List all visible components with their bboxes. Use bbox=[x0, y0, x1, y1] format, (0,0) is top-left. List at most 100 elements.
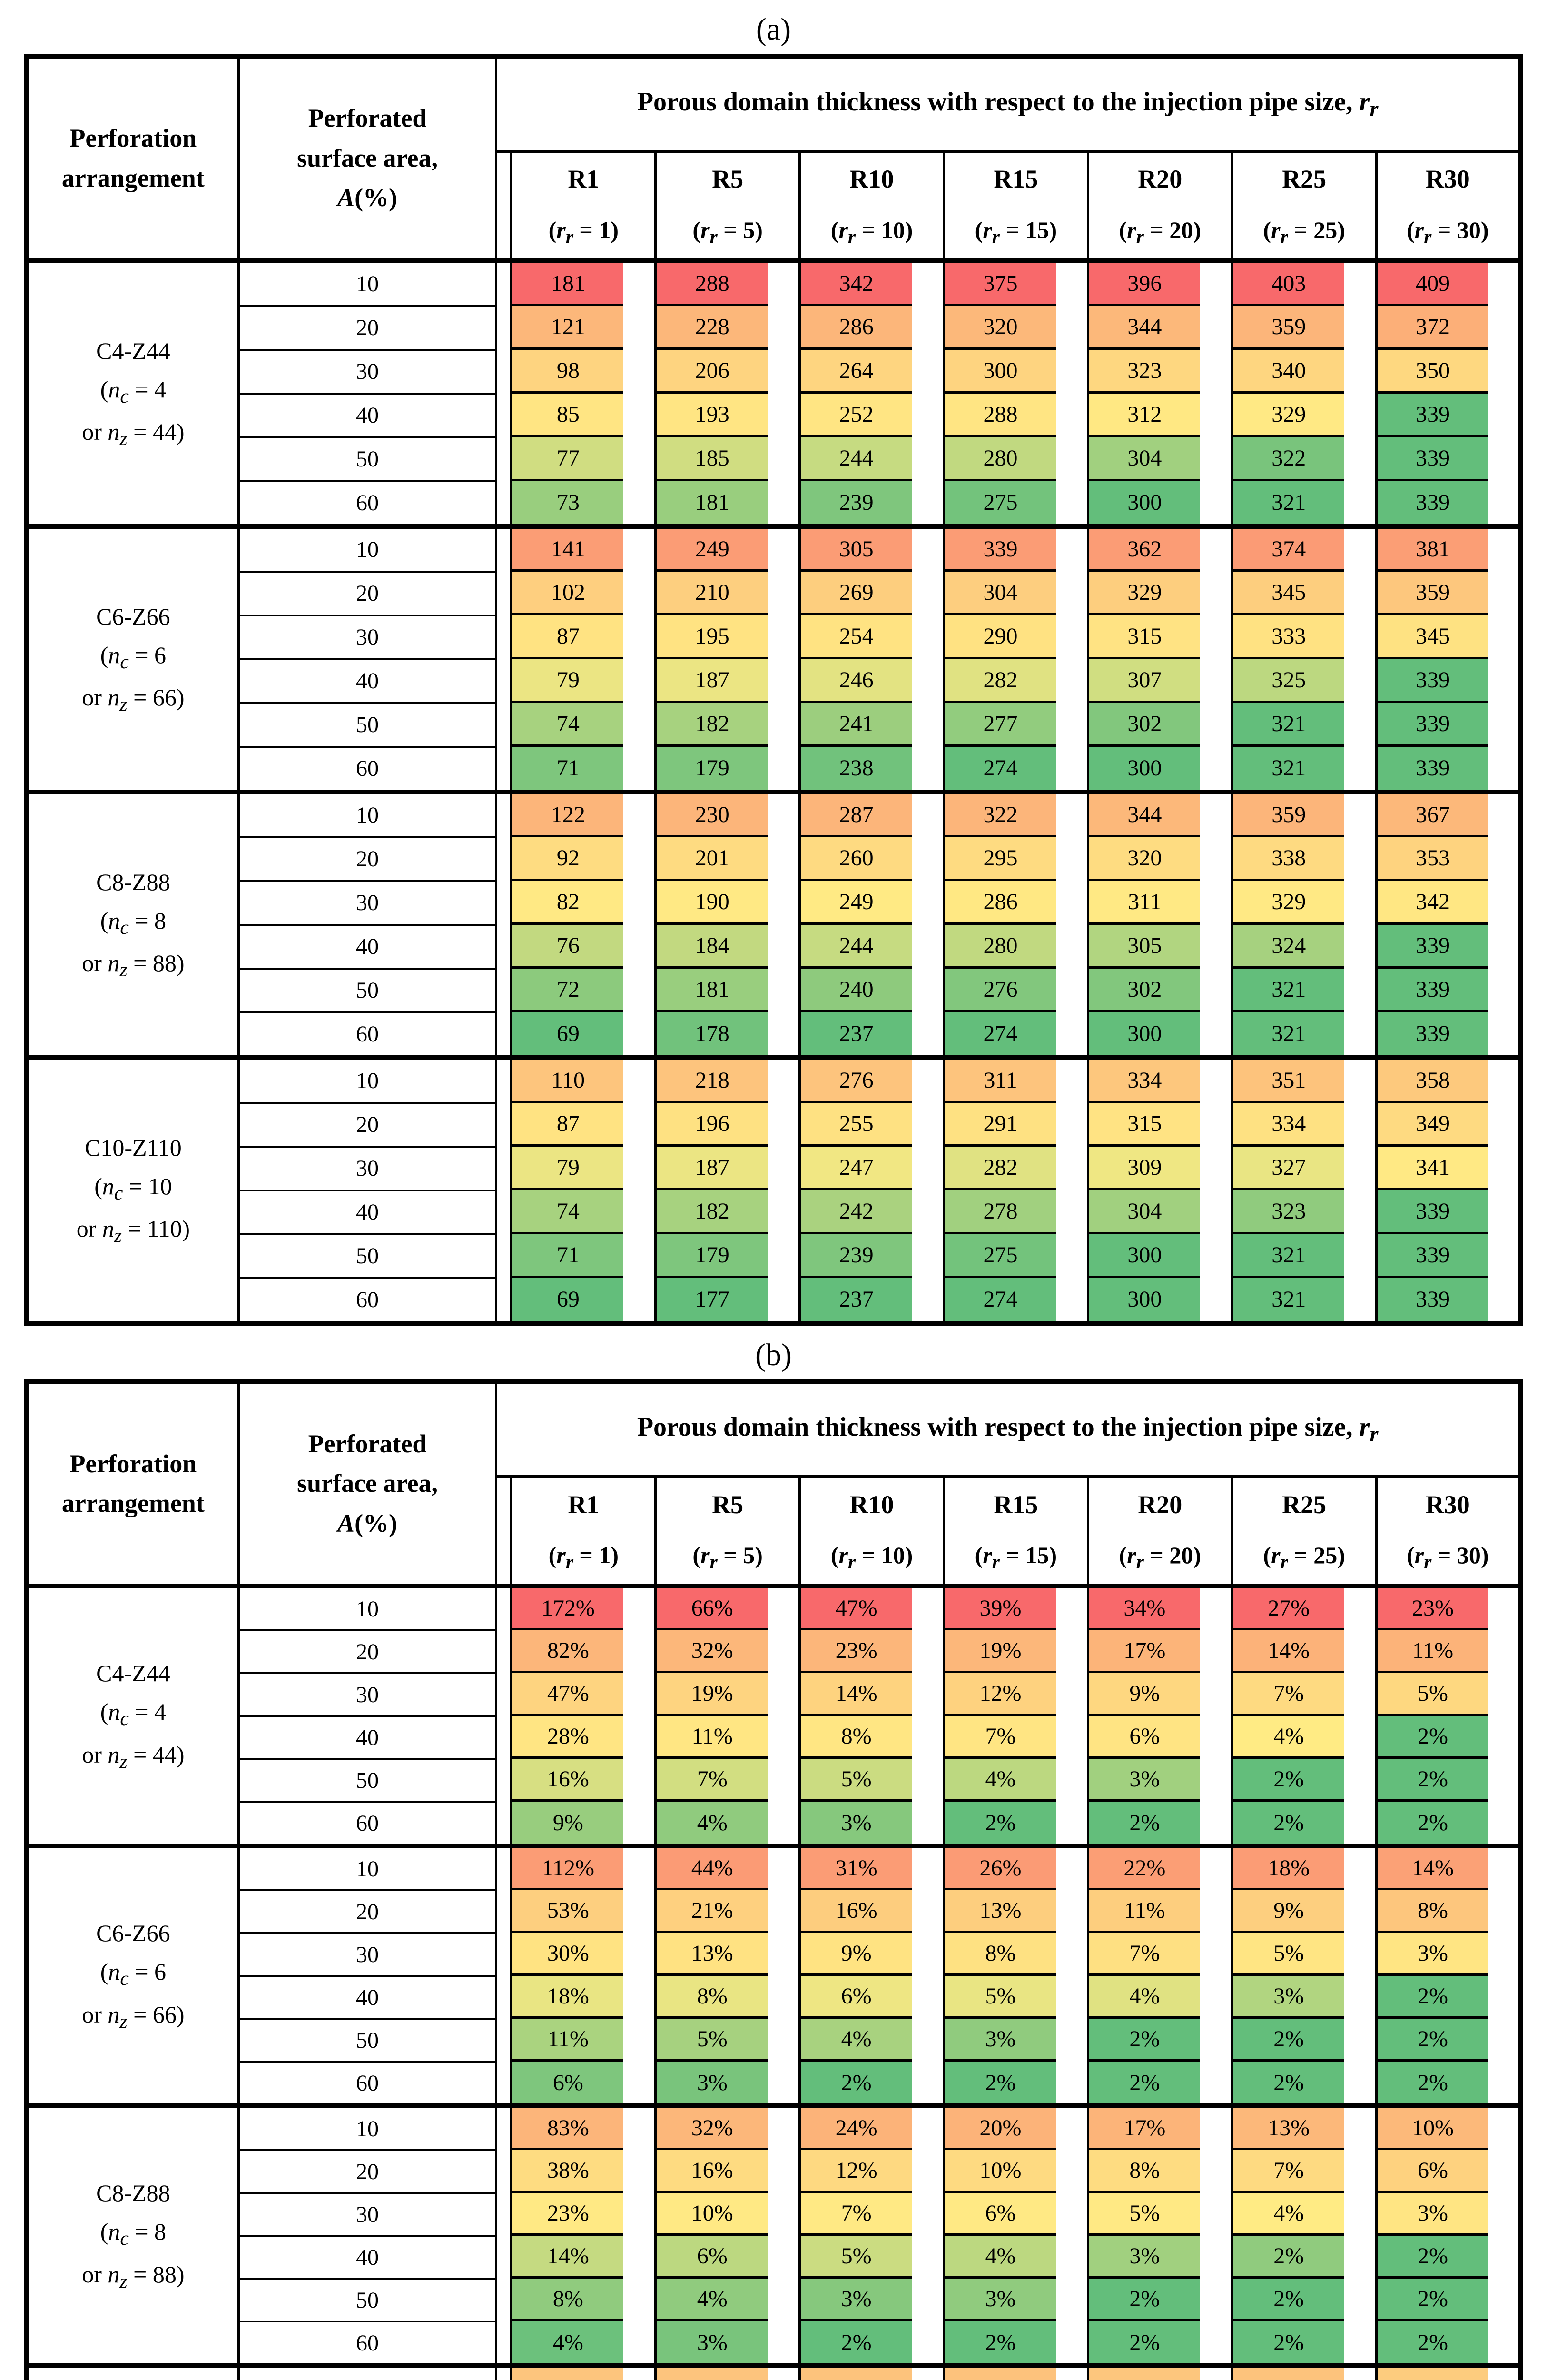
heat-cell: 2% bbox=[945, 1802, 1056, 1844]
value-cell: 339 bbox=[1375, 703, 1520, 747]
heat-cell: 7% bbox=[1233, 2150, 1344, 2193]
area-cell: 40 bbox=[238, 1716, 498, 1760]
header-col-r1: R1 (rr = 1) bbox=[510, 1477, 656, 1589]
column-spacer bbox=[496, 481, 512, 526]
column-spacer bbox=[496, 306, 512, 350]
heat-cell: 305 bbox=[801, 528, 912, 572]
heat-cell: 333 bbox=[1233, 615, 1344, 659]
heat-cell: 14% bbox=[1377, 1848, 1488, 1891]
heat-cell: 290 bbox=[945, 615, 1056, 659]
value-cell: 304 bbox=[942, 571, 1088, 615]
value-cell: 2% bbox=[1375, 2236, 1520, 2279]
heat-cell: 92 bbox=[512, 837, 624, 881]
heat-cell: 13% bbox=[945, 1890, 1056, 1934]
value-cell: 249 bbox=[798, 881, 944, 925]
header-col-r20: R20 (rr = 20) bbox=[1086, 151, 1232, 263]
heat-cell: 276 bbox=[801, 1060, 912, 1103]
value-cell: 288 bbox=[654, 260, 800, 306]
heat-cell: 38% bbox=[512, 2150, 624, 2193]
heat-cell: 18% bbox=[1233, 1848, 1344, 1891]
value-cell: 339 bbox=[1375, 746, 1520, 792]
value-cell: 239 bbox=[798, 481, 944, 526]
heat-cell: 11% bbox=[1089, 1890, 1200, 1934]
heat-cell: 8% bbox=[512, 2279, 624, 2322]
value-cell: 321 bbox=[1231, 968, 1377, 1012]
heat-cell: 409 bbox=[1377, 263, 1488, 306]
value-cell: 321 bbox=[1231, 703, 1377, 747]
heat-cell: 276 bbox=[945, 968, 1056, 1012]
heat-cell: 47% bbox=[801, 1588, 912, 1631]
heat-cell: 181 bbox=[657, 481, 768, 524]
area-cell: 30 bbox=[238, 349, 498, 395]
heat-cell: 39% bbox=[945, 1588, 1056, 1631]
value-cell: 228 bbox=[654, 306, 800, 350]
heat-cell: 403 bbox=[1233, 263, 1344, 306]
value-cell: 359 bbox=[1231, 789, 1377, 837]
heat-cell: 2% bbox=[801, 2321, 912, 2364]
value-cell: 31% bbox=[798, 1844, 944, 1891]
value-cell: 324 bbox=[1231, 924, 1377, 969]
heat-cell: 53% bbox=[512, 1890, 624, 1934]
value-cell: 249 bbox=[654, 524, 800, 572]
panel-b-label: (b) bbox=[755, 1337, 792, 1372]
value-cell: 13% bbox=[942, 1890, 1088, 1934]
value-cell: 71 bbox=[510, 1234, 656, 1278]
value-cell: 321 bbox=[1231, 1012, 1377, 1058]
value-cell: 13% bbox=[1231, 2103, 1377, 2151]
heat-cell: 278 bbox=[945, 1190, 1056, 1234]
heat-cell: 47% bbox=[512, 1673, 624, 1716]
heat-cell: 315 bbox=[1089, 615, 1200, 659]
header-porous-domain-thickness: Porous domain thickness with respect to … bbox=[496, 56, 1520, 153]
heat-cell: 4% bbox=[945, 1759, 1056, 1802]
area-cell: 50 bbox=[238, 1234, 498, 1279]
heat-cell: 4% bbox=[801, 2019, 912, 2062]
value-cell: 26% bbox=[654, 2363, 800, 2380]
value-cell: 3% bbox=[798, 2279, 944, 2322]
value-cell: 254 bbox=[798, 615, 944, 659]
area-cell: 40 bbox=[238, 1976, 498, 2020]
value-cell: 2% bbox=[1375, 1759, 1520, 1802]
heat-cell: 30% bbox=[512, 1933, 624, 1976]
column-spacer bbox=[496, 1012, 512, 1058]
column-spacer bbox=[496, 2279, 512, 2322]
column-spacer bbox=[496, 659, 512, 703]
value-cell: 329 bbox=[1231, 393, 1377, 437]
area-cell: 30 bbox=[238, 1146, 498, 1191]
heat-cell: 85 bbox=[512, 393, 624, 437]
value-cell: 300 bbox=[1086, 1234, 1232, 1278]
area-cell: 10 bbox=[238, 789, 498, 838]
value-cell: 339 bbox=[1375, 437, 1520, 481]
value-cell: 3% bbox=[798, 1802, 944, 1846]
heat-cell: 302 bbox=[1089, 703, 1200, 747]
heat-cell: 69 bbox=[512, 1012, 624, 1055]
heat-cell: 345 bbox=[1377, 615, 1488, 659]
heat-cell: 14% bbox=[512, 2236, 624, 2279]
value-cell: 195 bbox=[654, 615, 800, 659]
heat-cell: 252 bbox=[801, 393, 912, 437]
heat-cell: 295 bbox=[945, 837, 1056, 881]
heat-cell: 244 bbox=[801, 437, 912, 481]
value-cell: 4% bbox=[798, 2019, 944, 2062]
heat-cell: 13% bbox=[1233, 2108, 1344, 2151]
value-cell: 333 bbox=[1231, 615, 1377, 659]
value-cell: 206 bbox=[654, 349, 800, 394]
value-cell: 24% bbox=[798, 2103, 944, 2151]
value-cell: 12% bbox=[942, 1673, 1088, 1716]
value-cell: 110 bbox=[510, 1055, 656, 1103]
heat-cell: 396 bbox=[1089, 263, 1200, 306]
value-cell: 172% bbox=[510, 1586, 656, 1631]
value-cell: 344 bbox=[1086, 306, 1232, 350]
heat-cell: 7% bbox=[657, 1759, 768, 1802]
value-cell: 4% bbox=[510, 2321, 656, 2366]
value-cell: 342 bbox=[798, 260, 944, 306]
heat-cell: 311 bbox=[945, 1060, 1056, 1103]
heat-cell: 8% bbox=[657, 1976, 768, 2019]
heat-cell: 277 bbox=[945, 703, 1056, 747]
value-cell: 300 bbox=[1086, 481, 1232, 526]
column-spacer bbox=[496, 2103, 512, 2151]
heat-cell: 141 bbox=[512, 528, 624, 572]
value-cell: 372 bbox=[1375, 306, 1520, 350]
heat-cell: 184 bbox=[657, 924, 768, 969]
value-cell: 196 bbox=[654, 1102, 800, 1147]
value-cell: 2% bbox=[942, 2321, 1088, 2366]
